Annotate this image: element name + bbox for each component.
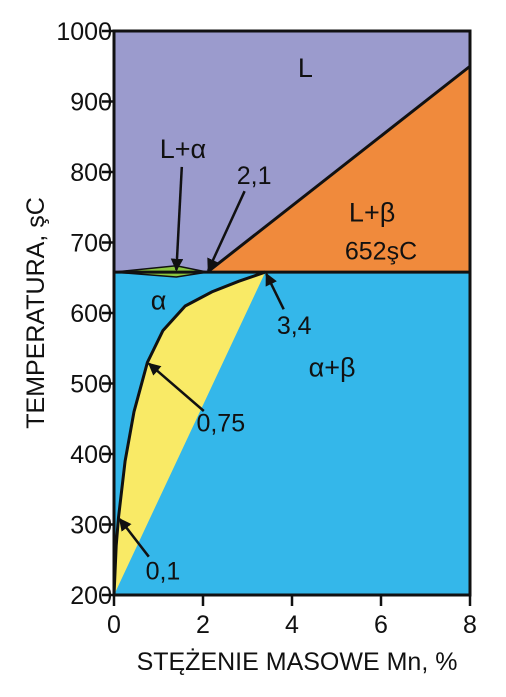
x-axis-label: STĘŻENIE MASOWE Mn, % [137,647,458,676]
y-tick-label: 900 [70,89,112,117]
annotation-arrow [170,166,184,272]
region-label: α+β [309,352,356,382]
x-tick-label: 2 [196,611,210,639]
y-tick-label: 400 [70,441,112,469]
liquidus-line [206,65,471,274]
solvus-line [112,270,266,596]
y-tick-label: 600 [70,300,112,328]
region-alpha [114,272,266,595]
annotation-arrow [118,518,150,558]
y-axis-label: TEMPERATURA, şC [22,197,50,429]
x-tick-label: 6 [374,611,388,639]
annotation-arrow [147,362,205,412]
annotation-label: 652şC [345,237,417,265]
x-tick-label: 8 [463,611,477,639]
annotation-label: 3,4 [277,312,312,340]
chart-labels: STĘŻENIE MASOWE Mn, % TEMPERATURA, şC [22,197,457,676]
y-tick-label: 500 [70,371,112,399]
y-tick-label: 200 [70,582,112,610]
annotation-label: 2,1 [237,162,272,190]
annotation-arrow [207,190,246,272]
region-label: α [151,285,167,315]
axes: 200 300 400 500 600 700 800 900 1000 0 2 4 6 8 [56,18,477,639]
x-tick-label: 0 [107,611,121,639]
annotation-label: 0,1 [146,557,181,585]
y-tick-label: 300 [70,512,112,540]
plot-area: L L+β L+α α α+β 652şC 2,1 3,4 0,75 0,1 [112,31,471,596]
region-label: L+β [349,197,395,227]
annotation-arrow [265,272,285,310]
region-label: L+α [160,134,206,164]
y-tick-label: 1000 [56,18,112,46]
annotation-label: 0,75 [196,409,245,437]
region-label: L [298,53,313,83]
y-tick-label: 700 [70,230,112,258]
y-tick-label: 800 [70,159,112,187]
x-tick-label: 4 [285,611,299,639]
